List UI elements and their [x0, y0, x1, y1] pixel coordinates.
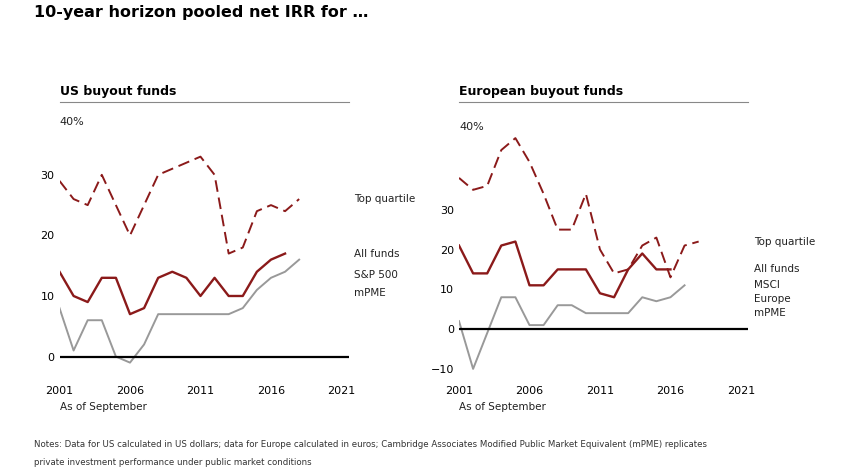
- Text: Europe: Europe: [754, 294, 791, 304]
- Text: 40%: 40%: [60, 117, 84, 127]
- Text: MSCI: MSCI: [754, 280, 779, 290]
- Text: S&P 500: S&P 500: [354, 270, 398, 280]
- Text: US buyout funds: US buyout funds: [60, 85, 176, 98]
- Text: As of September: As of September: [60, 402, 146, 412]
- Text: All funds: All funds: [354, 248, 400, 258]
- Text: Top quartile: Top quartile: [354, 194, 416, 204]
- Text: Notes: Data for US calculated in US dollars; data for Europe calculated in euros: Notes: Data for US calculated in US doll…: [34, 440, 707, 449]
- Text: Top quartile: Top quartile: [754, 237, 815, 247]
- Text: 10-year horizon pooled net IRR for …: 10-year horizon pooled net IRR for …: [34, 5, 368, 20]
- Text: All funds: All funds: [754, 264, 799, 274]
- Text: 40%: 40%: [459, 122, 484, 132]
- Text: European buyout funds: European buyout funds: [459, 85, 623, 98]
- Text: mPME: mPME: [754, 308, 785, 318]
- Text: mPME: mPME: [354, 288, 386, 298]
- Text: As of September: As of September: [459, 402, 546, 412]
- Text: private investment performance under public market conditions: private investment performance under pub…: [34, 458, 312, 467]
